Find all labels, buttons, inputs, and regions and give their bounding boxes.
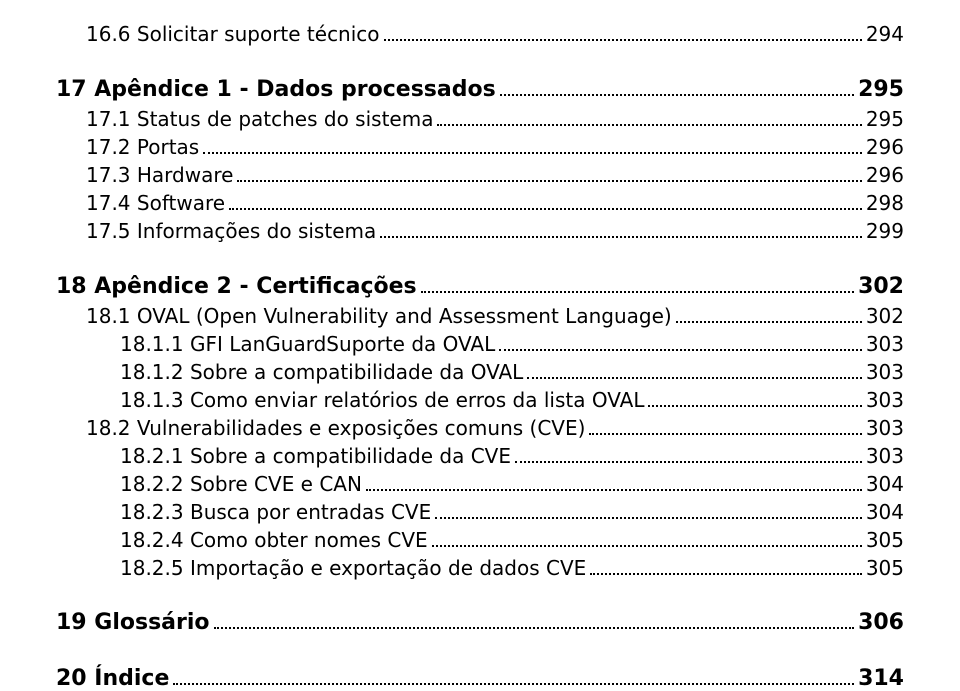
toc-leader-dots (676, 303, 862, 323)
toc-entry: 18.1 OVAL (Open Vulnerability and Assess… (56, 303, 904, 328)
toc-entry: 18 Apêndice 2 - Certificações 302 (56, 271, 904, 299)
toc-entry: 17.2 Portas 296 (56, 134, 904, 159)
toc-entry-page: 295 (866, 107, 904, 131)
toc-leader-dots (515, 443, 862, 463)
toc-entry-page: 306 (858, 610, 904, 635)
toc-entry-page: 304 (866, 472, 904, 496)
toc-entry-title: 18.2.4 Como obter nomes CVE (120, 528, 428, 552)
toc-leader-dots (203, 134, 862, 154)
toc-entry-title: 17.3 Hardware (86, 163, 233, 187)
toc-leader-dots (384, 21, 862, 41)
toc-entry: 18.2 Vulnerabilidades e exposições comun… (56, 415, 904, 440)
toc-entry-title: 18.1 OVAL (Open Vulnerability and Assess… (86, 304, 672, 328)
toc-entry: 17.5 Informações do sistema 299 (56, 218, 904, 243)
toc-entry-page: 305 (866, 528, 904, 552)
toc-entry-title: 18 Apêndice 2 - Certificações (56, 274, 417, 299)
toc-leader-dots (229, 190, 862, 210)
toc-entry-page: 303 (866, 416, 904, 440)
toc-entry-title: 17.2 Portas (86, 135, 199, 159)
toc-entry-page: 304 (866, 500, 904, 524)
toc-entry: 18.2.1 Sobre a compatibilidade da CVE 303 (56, 443, 904, 468)
toc-entry-page: 295 (858, 77, 904, 102)
toc-entry-title: 17 Apêndice 1 - Dados processados (56, 77, 496, 102)
toc-leader-dots (590, 555, 862, 575)
toc-entry: 18.1.2 Sobre a compatibilidade da OVAL 30… (56, 359, 904, 384)
toc-entry: 18.2.4 Como obter nomes CVE 305 (56, 527, 904, 552)
toc-entry: 17.1 Status de patches do sistema 295 (56, 106, 904, 131)
toc-leader-dots (173, 663, 854, 685)
toc-entry: 19 Glossário 306 (56, 608, 904, 636)
toc-entry-title: 18.2.3 Busca por entradas CVE (120, 500, 431, 524)
toc-entry-page: 296 (866, 135, 904, 159)
toc-entry-title: 18.1.1 GFI LanGuardSuporte da OVAL (120, 332, 495, 356)
toc-entry: 18.2.2 Sobre CVE e CAN 304 (56, 471, 904, 496)
toc-leader-dots (366, 471, 862, 491)
toc-entry-page: 314 (858, 666, 904, 691)
toc-leader-dots (500, 74, 854, 96)
toc-leader-dots (421, 271, 854, 293)
toc-entry-title: 17.4 Software (86, 191, 225, 215)
toc-leader-dots (527, 359, 861, 379)
toc-entry-title: 19 Glossário (56, 610, 210, 635)
toc-entry-page: 303 (866, 360, 904, 384)
table-of-contents: 16.6 Solicitar suporte técnico 294 17 Apên… (0, 0, 960, 691)
toc-entry-page: 303 (866, 444, 904, 468)
toc-leader-dots (437, 106, 861, 126)
toc-leader-dots (435, 499, 862, 519)
toc-entry-title: 17.5 Informações do sistema (86, 219, 376, 243)
toc-entry-title: 18.1.2 Sobre a compatibilidade da OVAL (120, 360, 523, 384)
toc-leader-dots (214, 608, 855, 630)
toc-entry: 17 Apêndice 1 - Dados processados 295 (56, 74, 904, 102)
toc-leader-dots (589, 415, 861, 435)
toc-entry-page: 302 (858, 274, 904, 299)
toc-entry-page: 298 (866, 191, 904, 215)
toc-entry-title: 18.2.5 Importação e exportação de dados … (120, 556, 586, 580)
toc-leader-dots (237, 162, 861, 182)
toc-entry: 18.1.1 GFI LanGuardSuporte da OVAL 303 (56, 331, 904, 356)
toc-leader-dots (432, 527, 862, 547)
toc-entry-page: 302 (866, 304, 904, 328)
toc-entry-page: 303 (866, 388, 904, 412)
toc-entry-page: 296 (866, 163, 904, 187)
toc-entry-title: 18.1.3 Como enviar relatórios de erros d… (120, 388, 644, 412)
toc-entry: 18.1.3 Como enviar relatórios de erros d… (56, 387, 904, 412)
toc-entry-page: 299 (866, 219, 904, 243)
toc-entry-title: 18.2.2 Sobre CVE e CAN (120, 472, 362, 496)
toc-entry: 18.2.3 Busca por entradas CVE 304 (56, 499, 904, 524)
toc-entry-title: 16.6 Solicitar suporte técnico (86, 22, 380, 46)
toc-entry-title: 18.2 Vulnerabilidades e exposições comun… (86, 416, 585, 440)
toc-entry-page: 303 (866, 332, 904, 356)
toc-entry: 18.2.5 Importação e exportação de dados … (56, 555, 904, 580)
toc-entry-title: 17.1 Status de patches do sistema (86, 107, 433, 131)
toc-leader-dots (499, 331, 862, 351)
toc-leader-dots (648, 387, 861, 407)
toc-entry-title: 20 Índice (56, 666, 169, 691)
toc-entry-title: 18.2.1 Sobre a compatibilidade da CVE (120, 444, 511, 468)
toc-entry: 17.4 Software 298 (56, 190, 904, 215)
toc-entry-page: 294 (866, 22, 904, 46)
toc-entry-page: 305 (866, 556, 904, 580)
toc-leader-dots (380, 218, 862, 238)
toc-entry: 16.6 Solicitar suporte técnico 294 (56, 21, 904, 46)
toc-entry: 17.3 Hardware 296 (56, 162, 904, 187)
